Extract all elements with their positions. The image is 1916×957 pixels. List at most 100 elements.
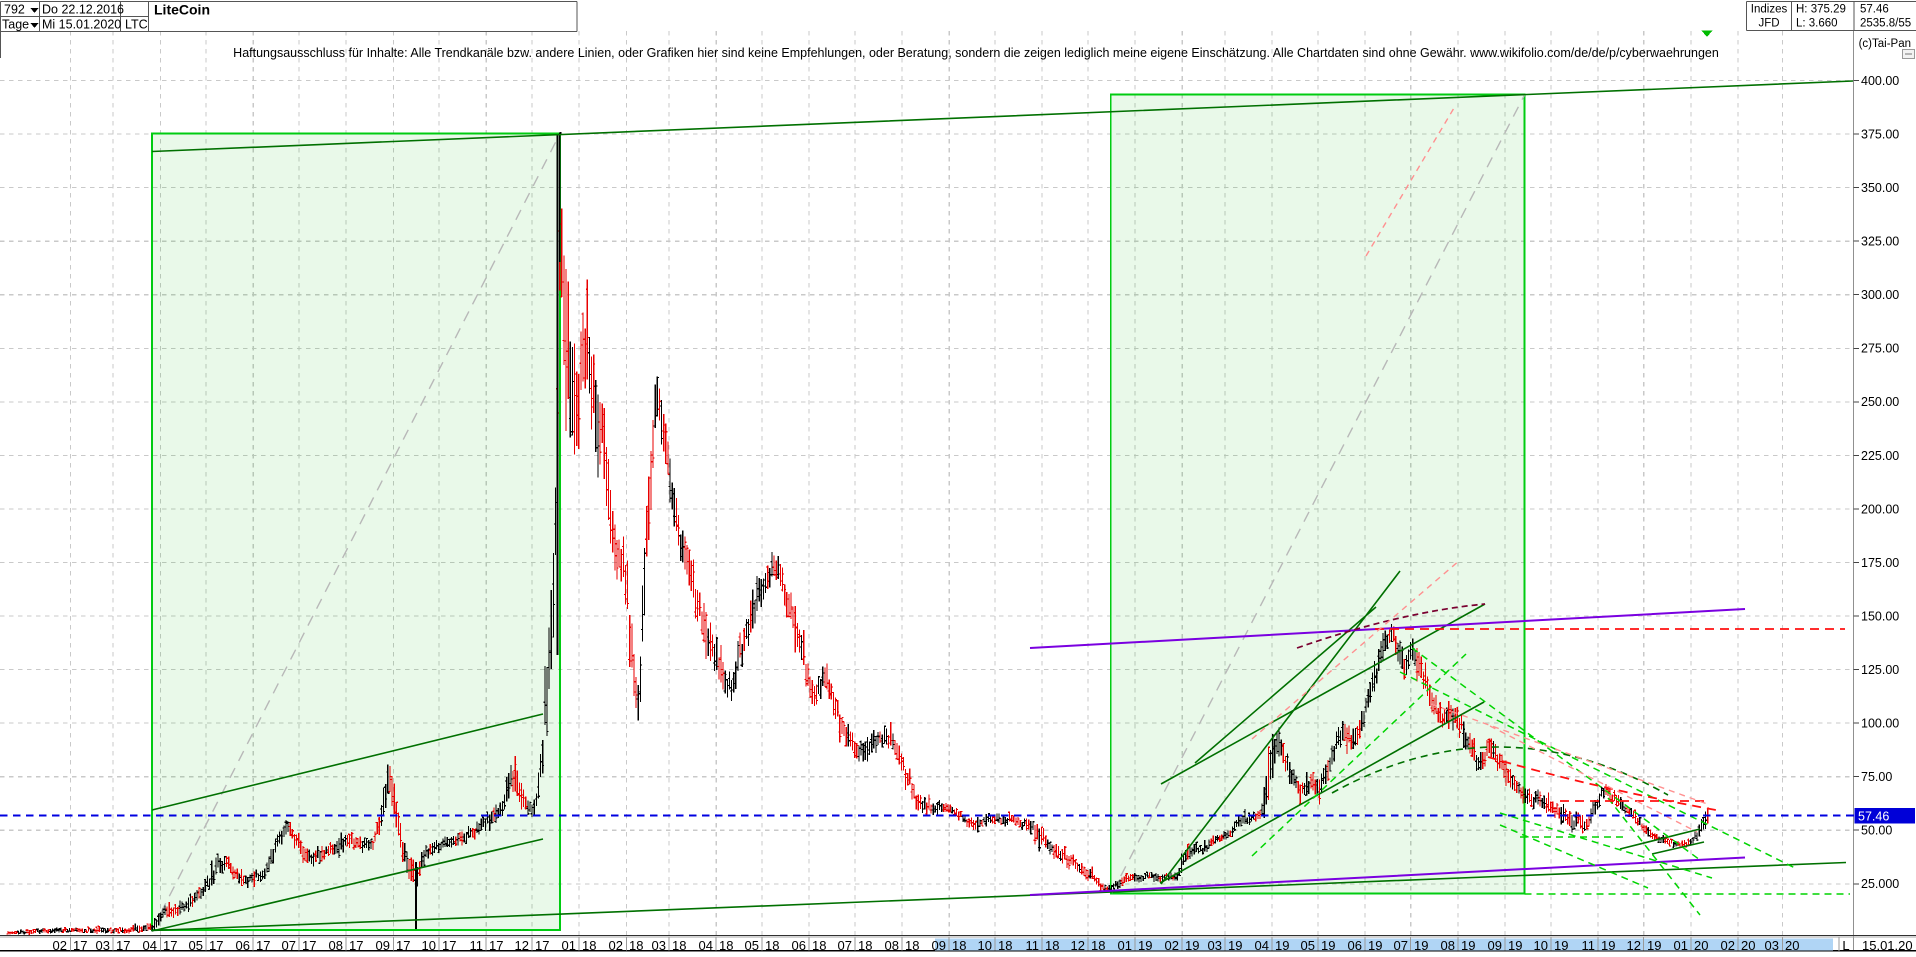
svg-text:02: 02 [1721,938,1735,952]
svg-text:18: 18 [998,938,1012,952]
svg-text:375.00: 375.00 [1861,128,1899,142]
svg-text:400.00: 400.00 [1861,74,1899,88]
svg-text:2535.8/55: 2535.8/55 [1860,18,1911,30]
svg-text:LTC: LTC [125,18,148,32]
svg-text:19: 19 [1138,938,1152,952]
svg-text:18: 18 [1045,938,1059,952]
svg-text:18: 18 [812,938,826,952]
svg-text:25.000: 25.000 [1861,877,1899,891]
svg-text:06: 06 [236,938,250,952]
svg-text:09: 09 [376,938,390,952]
svg-text:19: 19 [1321,938,1335,952]
svg-text:Haftungsausschluss für Inhalte: Haftungsausschluss für Inhalte: Alle Tre… [233,46,1719,60]
svg-text:19: 19 [1185,938,1199,952]
svg-text:01: 01 [1674,938,1688,952]
svg-text:19: 19 [1275,938,1289,952]
svg-text:20: 20 [1785,938,1799,952]
svg-text:18: 18 [765,938,779,952]
svg-text:LiteCoin: LiteCoin [154,2,210,18]
svg-text:04: 04 [1255,938,1269,952]
svg-text:17: 17 [442,938,456,952]
svg-text:17: 17 [209,938,223,952]
svg-text:17: 17 [489,938,503,952]
svg-text:JFD: JFD [1758,18,1779,30]
svg-text:18: 18 [905,938,919,952]
svg-text:01: 01 [1118,938,1132,952]
svg-text:17: 17 [302,938,316,952]
svg-text:09: 09 [932,938,946,952]
svg-text:300.00: 300.00 [1861,288,1899,302]
svg-text:06: 06 [792,938,806,952]
svg-text:10: 10 [1534,938,1548,952]
svg-text:04: 04 [143,938,157,952]
svg-text:350.00: 350.00 [1861,181,1899,195]
svg-text:11: 11 [470,938,484,952]
svg-text:18: 18 [952,938,966,952]
svg-text:03: 03 [652,938,666,952]
svg-text:02: 02 [53,938,67,952]
svg-text:19: 19 [1368,938,1382,952]
svg-text:19: 19 [1601,938,1615,952]
svg-text:17: 17 [256,938,270,952]
svg-text:792: 792 [4,3,25,17]
svg-text:03: 03 [1208,938,1222,952]
svg-text:05: 05 [189,938,203,952]
svg-text:H: 375.29: H: 375.29 [1796,4,1846,16]
svg-text:18: 18 [672,938,686,952]
svg-text:19: 19 [1647,938,1661,952]
svg-text:19: 19 [1554,938,1568,952]
svg-text:20: 20 [1741,938,1755,952]
svg-text:17: 17 [349,938,363,952]
svg-text:06: 06 [1348,938,1362,952]
svg-text:225.00: 225.00 [1861,449,1899,463]
svg-text:10: 10 [422,938,436,952]
svg-text:275.00: 275.00 [1861,342,1899,356]
svg-text:57.46: 57.46 [1858,809,1889,823]
svg-text:08: 08 [329,938,343,952]
svg-text:17: 17 [116,938,130,952]
svg-text:19: 19 [1461,938,1475,952]
svg-text:18: 18 [1091,938,1105,952]
svg-text:04: 04 [699,938,713,952]
svg-text:07: 07 [1394,938,1408,952]
svg-text:250.00: 250.00 [1861,395,1899,409]
svg-text:175.00: 175.00 [1861,556,1899,570]
svg-text:01: 01 [562,938,576,952]
svg-text:57.46: 57.46 [1860,4,1889,16]
svg-text:18: 18 [858,938,872,952]
svg-text:Tage: Tage [2,18,29,32]
svg-text:12: 12 [515,938,529,952]
svg-text:08: 08 [885,938,899,952]
svg-text:75.00: 75.00 [1861,770,1892,784]
svg-text:10: 10 [978,938,992,952]
svg-text:Do 22.12.2016: Do 22.12.2016 [42,3,124,17]
svg-text:07: 07 [838,938,852,952]
svg-text:L: 3.660: L: 3.660 [1796,18,1838,30]
svg-text:09: 09 [1488,938,1502,952]
svg-text:150.00: 150.00 [1861,609,1899,623]
svg-text:19: 19 [1508,938,1522,952]
svg-text:17: 17 [535,938,549,952]
svg-text:19: 19 [1414,938,1428,952]
svg-text:18: 18 [582,938,596,952]
svg-text:02: 02 [1165,938,1179,952]
svg-text:200.00: 200.00 [1861,502,1899,516]
svg-text:325.00: 325.00 [1861,235,1899,249]
svg-text:08: 08 [1441,938,1455,952]
svg-text:03: 03 [1765,938,1779,952]
svg-text:Mi 15.01.2020: Mi 15.01.2020 [42,18,121,32]
svg-text:11: 11 [1582,938,1596,952]
svg-text:12: 12 [1627,938,1641,952]
svg-text:125.00: 125.00 [1861,663,1899,677]
svg-text:17: 17 [73,938,87,952]
svg-text:03: 03 [96,938,110,952]
svg-text:L: L [1842,938,1849,952]
svg-text:18: 18 [719,938,733,952]
svg-text:15.01.20: 15.01.20 [1862,938,1913,952]
svg-text:05: 05 [1301,938,1315,952]
svg-text:02: 02 [609,938,623,952]
svg-text:07: 07 [282,938,296,952]
svg-text:19: 19 [1228,938,1242,952]
svg-text:17: 17 [396,938,410,952]
svg-text:Indizes: Indizes [1751,4,1788,16]
